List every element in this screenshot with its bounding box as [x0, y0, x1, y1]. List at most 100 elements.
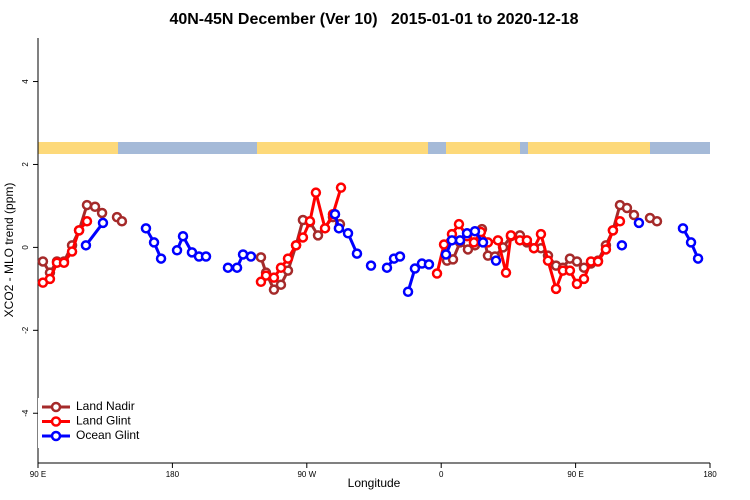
- land-band: [528, 142, 650, 154]
- data-point: [500, 267, 512, 278]
- data-point: [97, 217, 109, 229]
- data-point: [633, 217, 645, 229]
- x-tick-label: 90 E: [567, 470, 583, 479]
- y-axis-label: XCO2 - MLO trend (ppm): [2, 183, 16, 318]
- data-point: [312, 230, 324, 241]
- data-point: [73, 225, 85, 236]
- data-point: [81, 199, 93, 211]
- data-point: [454, 235, 466, 246]
- data-point: [453, 218, 465, 230]
- data-point: [89, 201, 101, 213]
- data-point: [268, 284, 280, 295]
- data-point: [329, 208, 341, 220]
- data-point: [148, 237, 160, 248]
- chart-title: 40N-45N December (Ver 10) 2015-01-01 to …: [169, 11, 578, 28]
- data-point: [66, 246, 78, 257]
- data-point: [268, 272, 280, 283]
- data-point: [394, 251, 406, 262]
- data-point: [140, 223, 152, 234]
- x-tick-label: 90 E: [30, 470, 46, 479]
- legend-marker: [50, 430, 62, 442]
- x-tick-label: 0: [439, 470, 444, 479]
- x-tick-label: 180: [703, 470, 717, 479]
- legend-marker: [50, 401, 62, 413]
- data-point: [578, 273, 590, 285]
- data-point: [600, 244, 612, 255]
- data-point: [614, 216, 626, 227]
- legend-label: Ocean Glint: [76, 428, 140, 442]
- data-point: [44, 273, 56, 285]
- data-point: [319, 223, 331, 234]
- data-point: [521, 235, 533, 246]
- x-tick-label: 180: [166, 470, 180, 479]
- land-band: [446, 142, 520, 154]
- data-point: [447, 254, 459, 265]
- data-point: [297, 232, 309, 243]
- data-point: [231, 262, 243, 273]
- x-axis-label: Longitude: [348, 476, 401, 490]
- y-tick-label: 0: [21, 245, 30, 250]
- data-point: [542, 255, 554, 266]
- data-point: [222, 262, 234, 273]
- data-point: [275, 279, 287, 290]
- data-point: [37, 256, 49, 267]
- data-point: [446, 235, 458, 246]
- data-point: [365, 260, 377, 271]
- data-point: [116, 216, 128, 227]
- data-point: [351, 248, 363, 259]
- data-point: [528, 242, 540, 254]
- data-point: [245, 251, 257, 262]
- data-point: [607, 225, 619, 236]
- data-point: [492, 235, 504, 246]
- data-point: [550, 283, 562, 295]
- data-point: [535, 228, 547, 240]
- data-point: [477, 237, 489, 248]
- data-point: [96, 207, 108, 219]
- series-line: [42, 187, 622, 294]
- series-line: [41, 203, 658, 292]
- data-point: [440, 249, 452, 260]
- data-point: [155, 253, 167, 264]
- legend-label: Land Nadir: [76, 399, 135, 413]
- data-point: [409, 263, 421, 274]
- data-point: [333, 223, 345, 234]
- data-point: [275, 262, 287, 273]
- data-point: [304, 216, 316, 227]
- legend-marker: [50, 416, 62, 427]
- data-point: [200, 251, 212, 262]
- data-point: [177, 230, 189, 242]
- data-point: [438, 239, 450, 250]
- data-point: [571, 278, 583, 290]
- data-point: [423, 259, 435, 270]
- data-point: [335, 182, 347, 193]
- x-tick-label: 90 W: [297, 470, 316, 479]
- data-point: [685, 237, 697, 248]
- data-point: [58, 257, 70, 268]
- data-point: [692, 253, 704, 264]
- legend-label: Land Glint: [76, 414, 131, 428]
- data-point: [505, 230, 517, 241]
- land-ocean-strip: [38, 142, 710, 154]
- data-point: [621, 202, 633, 214]
- data-point: [616, 240, 628, 251]
- data-point: [628, 209, 640, 221]
- data-point: [564, 265, 576, 276]
- data-point: [381, 262, 393, 273]
- data-point: [171, 245, 183, 256]
- data-point: [651, 216, 663, 227]
- data-point: [282, 253, 294, 264]
- y-tick-label: 4: [21, 79, 30, 84]
- data-point: [468, 237, 480, 248]
- land-band: [257, 142, 428, 154]
- y-tick-label: -2: [21, 326, 30, 334]
- data-point: [677, 223, 689, 234]
- data-point: [431, 268, 443, 279]
- data-point: [592, 256, 604, 267]
- data-point: [255, 252, 267, 263]
- data-point: [290, 240, 302, 251]
- y-tick-label: 2: [21, 162, 30, 167]
- data-point: [80, 240, 92, 251]
- data-point: [571, 256, 583, 267]
- data-point: [490, 255, 502, 266]
